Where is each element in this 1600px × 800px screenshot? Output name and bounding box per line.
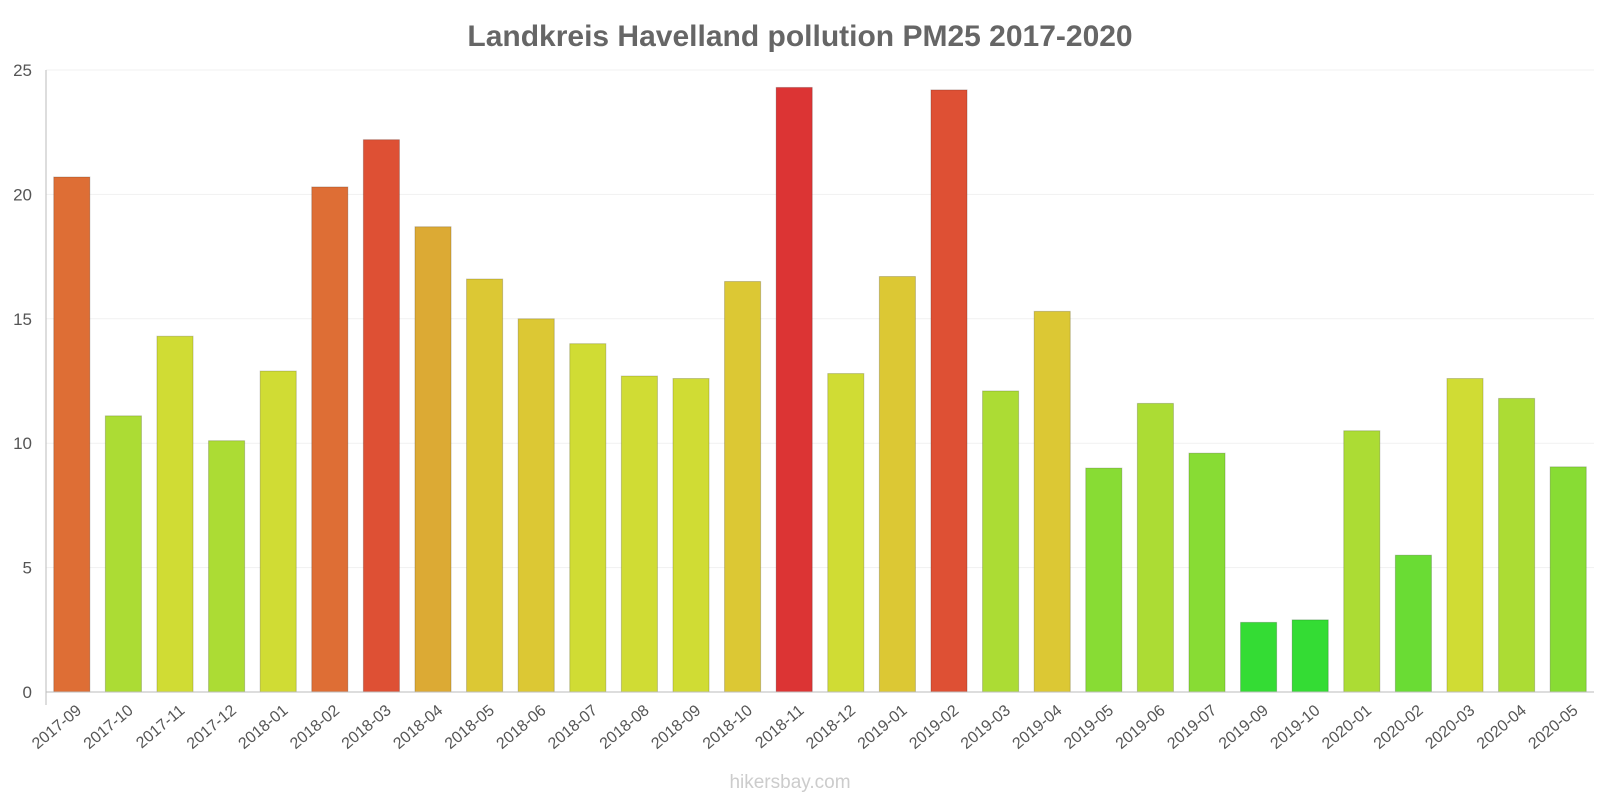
- x-tick-label: 2018-04: [390, 702, 446, 753]
- bar-2020-02: [1394, 554, 1432, 693]
- bar-2019-02: [930, 89, 968, 693]
- x-tick-label: 2020-05: [1526, 702, 1582, 753]
- bar-2018-07: [569, 343, 607, 693]
- bar-2019-01: [878, 276, 916, 693]
- x-tick-label: 2017-10: [81, 702, 137, 753]
- bar-2018-11: [775, 86, 813, 693]
- bar-2017-09: [53, 176, 91, 693]
- bar-2017-12: [208, 440, 246, 693]
- chart-title: Landkreis Havelland pollution PM25 2017-…: [467, 20, 1132, 53]
- x-tick-label: 2019-07: [1164, 702, 1220, 753]
- bar-2020-03: [1446, 378, 1484, 693]
- bar-2018-12: [827, 373, 865, 693]
- bar-2019-09: [1240, 621, 1278, 693]
- bar-2020-01: [1343, 430, 1381, 693]
- x-tick-label: 2018-03: [339, 702, 395, 753]
- x-tick-label: 2020-03: [1422, 702, 1478, 753]
- y-tick-label: 20: [13, 185, 32, 204]
- x-tick-label: 2018-01: [236, 702, 292, 753]
- x-tick-label: 2020-01: [1319, 702, 1375, 753]
- bar-2018-03: [362, 139, 400, 693]
- bar-2019-06: [1136, 402, 1174, 693]
- bar-2018-10: [724, 280, 762, 693]
- y-tick-label: 5: [23, 559, 32, 578]
- bar-2018-04: [414, 226, 452, 693]
- x-tick-label: 2018-09: [648, 702, 704, 753]
- watermark: hikersbay.com: [729, 772, 850, 793]
- bar-2019-10: [1291, 619, 1329, 693]
- x-tick-label: 2018-11: [752, 702, 807, 752]
- bar-2017-10: [104, 415, 142, 693]
- y-tick-label: 25: [13, 61, 32, 80]
- bar-2019-07: [1188, 452, 1226, 693]
- x-tick-label: 2018-10: [700, 702, 756, 753]
- x-tick-label: 2019-02: [906, 702, 962, 753]
- bar-2018-05: [466, 278, 504, 693]
- bar-2020-04: [1498, 397, 1536, 693]
- bar-2018-08: [620, 375, 658, 693]
- bar-2019-05: [1085, 467, 1123, 693]
- y-tick-label: 15: [13, 310, 32, 329]
- x-tick-label: 2018-06: [494, 702, 550, 753]
- x-tick-label: 2019-05: [1061, 702, 1117, 753]
- y-tick-label: 0: [23, 683, 32, 702]
- bar-2018-02: [311, 186, 349, 693]
- y-tick-label: 10: [13, 434, 32, 453]
- x-tick-label: 2019-09: [1216, 702, 1272, 753]
- x-tick-label: 2018-05: [442, 702, 498, 753]
- x-axis-ticks: 2017-092017-102017-112017-122018-012018-…: [29, 702, 1581, 753]
- bar-2018-01: [259, 370, 297, 693]
- x-tick-label: 2017-09: [29, 702, 85, 753]
- x-tick-label: 2017-12: [184, 702, 240, 753]
- bar-2019-03: [982, 390, 1020, 693]
- bar-2020-05: [1549, 466, 1587, 693]
- bar-2017-11: [156, 335, 194, 693]
- x-tick-label: 2019-10: [1268, 702, 1324, 753]
- x-tick-label: 2019-06: [1113, 702, 1169, 753]
- x-tick-label: 2018-08: [597, 702, 653, 753]
- x-tick-label: 2019-01: [855, 702, 911, 753]
- y-axis-ticks: 0 5 10 15 20 25: [13, 61, 32, 702]
- x-tick-label: 2020-02: [1371, 702, 1427, 753]
- bars: [53, 86, 1587, 693]
- bar-2018-09: [672, 378, 710, 693]
- bar-2018-06: [517, 318, 555, 693]
- x-tick-label: 2018-07: [545, 702, 601, 753]
- x-tick-label: 2019-03: [958, 702, 1014, 753]
- x-tick-label: 2018-12: [803, 702, 859, 753]
- x-tick-label: 2020-04: [1474, 702, 1530, 753]
- bar-2019-04: [1033, 310, 1071, 693]
- x-tick-label: 2017-11: [133, 702, 188, 752]
- gridlines: [46, 69, 1594, 569]
- x-tick-label: 2019-04: [1010, 702, 1066, 753]
- x-tick-label: 2018-02: [287, 702, 343, 753]
